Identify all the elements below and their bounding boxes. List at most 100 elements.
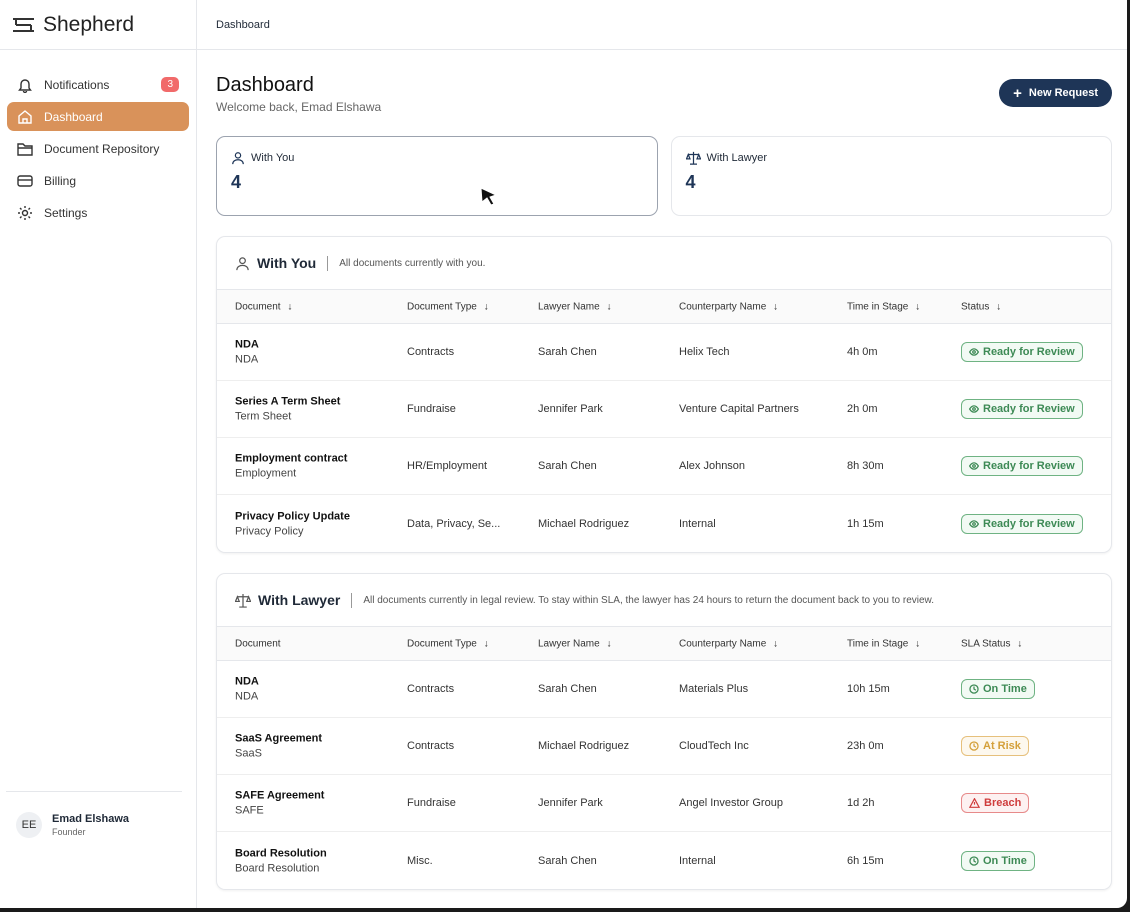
folder-icon [17, 142, 33, 156]
sidebar-item-document-repository[interactable]: Document Repository [7, 134, 189, 163]
column-header[interactable]: Document [235, 638, 281, 649]
stat-card-with-you[interactable]: With You 4 [216, 136, 658, 216]
status-label: Ready for Review [983, 517, 1075, 530]
column-header[interactable]: Lawyer Name ↓ [538, 301, 611, 312]
column-header[interactable]: Status ↓ [961, 301, 1001, 312]
document-type: Data, Privacy, Se... [407, 517, 501, 530]
document-type: Fundraise [407, 403, 456, 415]
sidebar-item-settings[interactable]: Settings [7, 198, 189, 227]
column-header[interactable]: Counterparty Name ↓ [679, 638, 778, 649]
divider [327, 255, 329, 271]
document-name[interactable]: Employment contract [235, 452, 348, 465]
status-label: On Time [983, 854, 1027, 867]
stat-card-with-lawyer[interactable]: With Lawyer 4 [670, 136, 1112, 216]
divider [351, 592, 353, 608]
document-name[interactable]: SAFE Agreement [235, 789, 325, 802]
column-label: Document [235, 638, 281, 649]
sidebar-item-billing[interactable]: Billing [7, 166, 189, 195]
document-name[interactable]: Series A Term Sheet [235, 395, 341, 408]
stat-value: 4 [231, 172, 242, 192]
table-row[interactable]: Privacy Policy Update Privacy Policy Data… [217, 495, 1111, 552]
section-title: With Lawyer [258, 592, 341, 608]
sort-arrow-icon: ↓ [773, 638, 779, 649]
document-type: Fundraise [407, 797, 456, 809]
status-label: Ready for Review [983, 346, 1075, 358]
counterparty-name: Venture Capital Partners [679, 403, 799, 415]
document-name[interactable]: SaaS Agreement [235, 732, 323, 745]
sort-arrow-icon: ↓ [483, 638, 489, 649]
eye-icon [969, 462, 979, 470]
lawyer-name: Sarah Chen [538, 683, 597, 695]
new-request-label: New Request [1028, 87, 1098, 99]
sort-arrow-icon: ↓ [1017, 638, 1023, 649]
sidebar-item-notifications[interactable]: Notifications 3 [7, 70, 189, 99]
table-row[interactable]: Employment contract Employment HR/Employm… [217, 438, 1111, 495]
clock-icon [969, 684, 979, 694]
sort-arrow-icon: ↓ [483, 301, 489, 312]
table-row[interactable]: Board Resolution Board Resolution Misc. S… [217, 832, 1111, 889]
time-in-stage: 10h 15m [847, 683, 890, 695]
column-header[interactable]: Lawyer Name ↓ [538, 638, 611, 649]
time-in-stage: 1d 2h [847, 797, 875, 809]
with-lawyer-table-card: With Lawyer All documents currently in le… [216, 573, 1112, 890]
section-description: All documents currently with you. [339, 257, 486, 269]
column-label: Document [235, 301, 281, 312]
table-row[interactable]: NDA NDA Contracts Sarah Chen Materials Pl… [217, 661, 1111, 718]
document-name[interactable]: Board Resolution [235, 847, 327, 859]
status-label: At Risk [983, 740, 1021, 752]
status-badge: Ready for Review [961, 513, 1083, 534]
status-badge: Ready for Review [961, 342, 1083, 362]
status-badge: On Time [961, 679, 1035, 699]
column-header[interactable]: Time in Stage ↓ [847, 638, 920, 649]
welcome-text: Welcome back, Emad Elshawa [216, 100, 382, 114]
user-profile[interactable]: EE Emad Elshawa Founder [6, 791, 182, 838]
table-row[interactable]: Series A Term Sheet Term Sheet Fundraise … [217, 381, 1111, 438]
status-badge: Ready for Review [961, 456, 1083, 476]
column-header[interactable]: SLA Status ↓ [961, 638, 1022, 649]
document-name[interactable]: NDA [235, 338, 259, 351]
column-header[interactable]: Counterparty Name ↓ [679, 301, 778, 312]
counterparty-name: Internal [679, 854, 716, 867]
column-header[interactable]: Document Type ↓ [407, 301, 489, 312]
scale-icon [235, 593, 251, 608]
sort-arrow-icon: ↓ [606, 638, 612, 649]
sidebar-item-dashboard[interactable]: Dashboard [7, 102, 189, 131]
table-row[interactable]: NDA NDA Contracts Sarah Chen Helix Tech 4… [217, 324, 1111, 381]
breadcrumb: Dashboard [216, 18, 270, 31]
status-label: Ready for Review [983, 460, 1075, 472]
time-in-stage: 23h 0m [847, 740, 884, 752]
table-row[interactable]: SAFE Agreement SAFE Fundraise Jennifer Pa… [217, 775, 1111, 832]
counterparty-name: Alex Johnson [679, 460, 746, 472]
column-header[interactable]: Document ↓ [235, 301, 292, 312]
counterparty-name: Materials Plus [679, 683, 749, 695]
table-header: Document Document Type ↓ Lawyer Name ↓ Coun… [217, 627, 1111, 661]
column-label: Counterparty Name [679, 301, 767, 312]
document-name[interactable]: NDA [235, 675, 259, 688]
status-label: Ready for Review [983, 403, 1075, 415]
column-header[interactable]: Time in Stage ↓ [847, 301, 920, 312]
lawyer-name: Michael Rodriguez [538, 517, 630, 530]
column-label: Time in Stage [847, 638, 909, 649]
counterparty-name: CloudTech Inc [679, 740, 749, 752]
column-label: SLA Status [961, 638, 1011, 649]
lawyer-name: Sarah Chen [538, 854, 597, 867]
document-subtype: SaaS [235, 747, 262, 760]
main-content: Dashboard Welcome back, Emad Elshawa + Ne… [216, 50, 1112, 890]
column-label: Lawyer Name [538, 638, 600, 649]
status-label: Breach [984, 797, 1022, 809]
table-row[interactable]: SaaS Agreement SaaS Contracts Michael Rod… [217, 718, 1111, 775]
document-name[interactable]: Privacy Policy Update [235, 510, 350, 522]
lawyer-name: Sarah Chen [538, 346, 597, 358]
sort-arrow-icon: ↓ [915, 301, 921, 312]
time-in-stage: 6h 15m [847, 854, 884, 867]
sort-arrow-icon: ↓ [606, 301, 612, 312]
stat-label: With Lawyer [706, 152, 768, 164]
logo[interactable]: Shepherd [0, 0, 196, 50]
bell-icon [18, 78, 32, 93]
column-header[interactable]: Document Type ↓ [407, 638, 489, 649]
new-request-button[interactable]: + New Request [999, 79, 1112, 107]
status-badge: On Time [961, 850, 1035, 871]
status-badge: At Risk [961, 736, 1029, 756]
section-description: All documents currently in legal review.… [363, 594, 935, 606]
topbar: Dashboard [197, 0, 1127, 50]
